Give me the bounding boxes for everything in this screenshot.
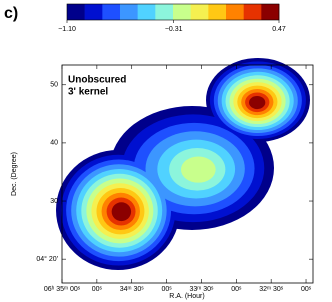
colorbar-segment xyxy=(102,4,121,20)
plot-frame xyxy=(61,64,314,284)
x-tick-label: 00ˢ xyxy=(231,286,242,293)
colorbar-frame xyxy=(66,3,280,21)
colorbar-tick-label: −1.10 xyxy=(58,26,76,33)
x-tick-label: 00ˢ xyxy=(301,286,312,293)
colorbar-segment xyxy=(261,4,280,20)
colorbar-segment xyxy=(67,4,85,20)
x-axis-label: R.A. (Hour) xyxy=(169,293,204,300)
colorbar-segment xyxy=(120,4,138,20)
panel-label: c) xyxy=(4,5,18,22)
contour-level xyxy=(249,95,266,110)
colorbar-segment xyxy=(173,4,191,20)
colorbar-segment xyxy=(208,4,227,20)
colorbar-tick-label: −0.31 xyxy=(165,26,183,33)
colorbar-segment xyxy=(226,4,244,20)
y-tick-label: 50 xyxy=(50,82,58,89)
x-tick-label: 06ʰ 35ᵐ 00ˢ xyxy=(44,286,81,293)
x-tick-label: 34ᵐ 30ˢ xyxy=(120,286,145,293)
annotation: 3' kernel xyxy=(68,87,108,98)
contour-map xyxy=(56,58,310,270)
colorbar-tick-label: 0.47 xyxy=(272,26,286,33)
colorbar-segment xyxy=(84,4,103,20)
y-axis-label: Dec. (Degree) xyxy=(11,152,18,196)
y-tick-label: 30 xyxy=(50,198,58,205)
annotation: Unobscured xyxy=(68,75,126,86)
colorbar-segment xyxy=(155,4,174,20)
colorbar-segment xyxy=(137,4,156,20)
colorbar-segment xyxy=(243,4,262,20)
x-tick-label: 00ˢ xyxy=(92,286,103,293)
contour-level xyxy=(111,202,132,222)
y-tick-label: 04° 20' xyxy=(36,255,58,263)
x-tick-label: 00ˢ xyxy=(161,286,172,293)
contour-level xyxy=(180,156,216,183)
x-tick-label: 33ᵐ 30ˢ xyxy=(189,286,214,293)
y-tick-label: 40 xyxy=(50,140,58,147)
x-tick-label: 32ᵐ 30ˢ xyxy=(259,286,284,293)
colorbar-segment xyxy=(190,4,209,20)
